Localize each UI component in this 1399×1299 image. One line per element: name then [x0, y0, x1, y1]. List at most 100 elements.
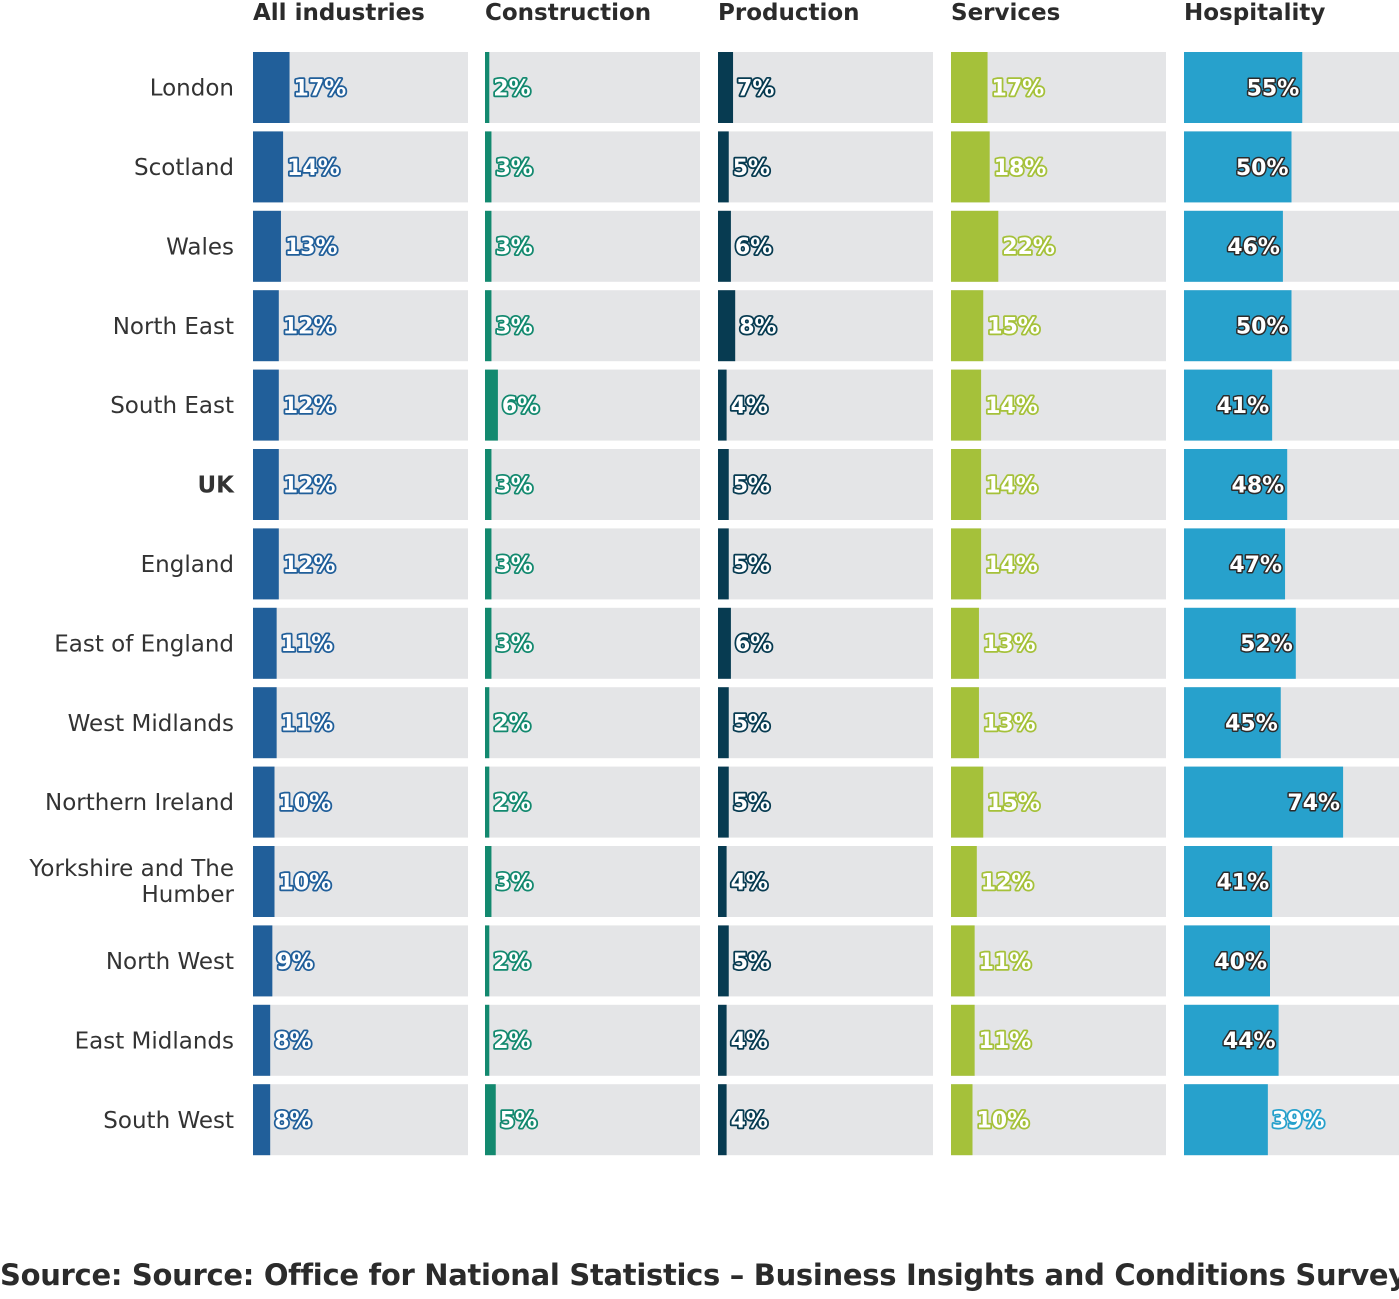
category-label-scotland: Scotland: [134, 155, 234, 181]
data-label-all-industries-north-west: 9%: [276, 950, 313, 975]
data-label-construction-east-of-england: 3%: [495, 632, 532, 657]
bar-track-services-south-west: [951, 1084, 1166, 1156]
bar-construction-south-west: [485, 1084, 496, 1156]
bar-construction-north-east: [485, 290, 492, 362]
category-label-london: London: [150, 76, 234, 102]
bar-hospitality-north-east: [1184, 290, 1292, 362]
bar-track-production-south-east: [718, 369, 933, 441]
bar-all-industries-scotland: [253, 131, 284, 203]
bar-track-all-industries-uk: [253, 449, 468, 520]
data-label-services-east-midlands: 11%: [979, 1029, 1032, 1054]
bar-services-uk: [951, 449, 982, 520]
data-label-production-london: 7%: [737, 76, 774, 101]
bar-services-south-east: [951, 369, 982, 441]
bar-services-west-midlands: [951, 687, 979, 759]
bar-production-wales: [718, 210, 731, 282]
bar-services-scotland: [951, 131, 990, 203]
bar-track-services-north-east: [951, 290, 1166, 362]
bar-production-scotland: [718, 131, 729, 203]
data-label-production-yorkshire-and-the-humber: 4%: [731, 870, 768, 895]
data-label-services-scotland: 18%: [994, 156, 1047, 181]
data-label-production-north-west: 5%: [733, 950, 770, 975]
bar-all-industries-north-east: [253, 290, 279, 362]
bar-track-all-industries-north-east: [253, 290, 468, 362]
data-label-construction-yorkshire-and-the-humber: 3%: [495, 870, 532, 895]
bar-services-south-west: [951, 1084, 973, 1156]
bar-construction-south-east: [485, 369, 498, 441]
data-label-hospitality-south-east: 41%: [1216, 394, 1269, 419]
data-label-services-northern-ireland: 15%: [987, 791, 1040, 816]
data-label-all-industries-yorkshire-and-the-humber: 10%: [279, 870, 332, 895]
data-label-hospitality-wales: 46%: [1227, 235, 1280, 260]
bar-track-services-england: [951, 528, 1166, 600]
bar-track-construction-west-midlands: [485, 687, 700, 759]
data-label-construction-london: 2%: [493, 76, 530, 101]
data-label-services-london: 17%: [992, 76, 1045, 101]
data-label-services-wales: 22%: [1002, 235, 1055, 260]
data-label-production-west-midlands: 5%: [733, 712, 770, 737]
bar-track-production-wales: [718, 210, 933, 282]
data-label-construction-south-east: 6%: [502, 394, 539, 419]
data-label-production-scotland: 5%: [733, 156, 770, 181]
bar-track-construction-east-of-england: [485, 607, 700, 679]
data-label-all-industries-london: 17%: [294, 76, 347, 101]
bar-hospitality-northern-ireland: [1184, 766, 1344, 838]
bar-construction-london: [485, 52, 490, 123]
bar-track-construction-east-midlands: [485, 1004, 700, 1076]
bar-track-construction-scotland: [485, 131, 700, 203]
bar-all-industries-london: [253, 52, 290, 123]
category-label-north-east: North East: [113, 314, 234, 340]
data-label-all-industries-north-east: 12%: [283, 315, 336, 340]
bar-track-construction-wales: [485, 210, 700, 282]
bar-track-production-east-midlands: [718, 1004, 933, 1076]
bar-track-production-yorkshire-and-the-humber: [718, 846, 933, 917]
panel-header-hospitality: Hospitality: [1184, 0, 1325, 26]
data-label-hospitality-england: 47%: [1229, 553, 1282, 578]
category-label-england: England: [141, 552, 234, 578]
bar-services-london: [951, 52, 988, 123]
bar-track-services-west-midlands: [951, 687, 1166, 759]
bar-production-london: [718, 52, 734, 123]
bar-track-all-industries-northern-ireland: [253, 766, 468, 838]
panel-header-production: Production: [718, 0, 860, 26]
bar-services-east-of-england: [951, 607, 979, 679]
bar-services-northern-ireland: [951, 766, 984, 838]
category-label-west-midlands: West Midlands: [68, 711, 234, 737]
bar-services-england: [951, 528, 982, 600]
bar-track-construction-north-west: [485, 925, 700, 997]
bar-track-construction-south-west: [485, 1084, 700, 1156]
bar-track-construction-yorkshire-and-the-humber: [485, 846, 700, 917]
bar-track-production-north-west: [718, 925, 933, 997]
category-label-north-west: North West: [106, 949, 234, 975]
data-label-all-industries-east-midlands: 8%: [274, 1029, 311, 1054]
bar-all-industries-south-west: [253, 1084, 271, 1156]
bar-hospitality-london: [1184, 52, 1303, 123]
bar-services-north-east: [951, 290, 984, 362]
source-note: Source: Source: Office for National Stat…: [0, 1258, 1399, 1292]
bar-production-west-midlands: [718, 687, 729, 759]
bar-production-south-west: [718, 1084, 727, 1156]
data-label-all-industries-northern-ireland: 10%: [279, 791, 332, 816]
bar-hospitality-east-midlands: [1184, 1004, 1279, 1076]
bar-production-uk: [718, 449, 729, 520]
data-label-all-industries-west-midlands: 11%: [281, 712, 334, 737]
bar-track-all-industries-north-west: [253, 925, 468, 997]
data-label-all-industries-south-west: 8%: [274, 1109, 311, 1134]
bar-services-wales: [951, 210, 999, 282]
bar-hospitality-scotland: [1184, 131, 1292, 203]
bar-hospitality-uk: [1184, 449, 1288, 520]
data-label-hospitality-north-east: 50%: [1236, 315, 1289, 340]
data-label-services-north-west: 11%: [979, 950, 1032, 975]
data-label-hospitality-northern-ireland: 74%: [1287, 791, 1340, 816]
bar-track-construction-south-east: [485, 369, 700, 441]
data-label-production-uk: 5%: [733, 473, 770, 498]
data-label-hospitality-north-west: 40%: [1214, 950, 1267, 975]
bar-track-all-industries-wales: [253, 210, 468, 282]
bar-track-services-yorkshire-and-the-humber: [951, 846, 1166, 917]
bar-track-production-uk: [718, 449, 933, 520]
small-multiples-bar-chart: All industries Construction Production Serv…: [28, 0, 1399, 1156]
bar-all-industries-north-west: [253, 925, 273, 997]
data-label-all-industries-england: 12%: [283, 553, 336, 578]
bar-track-all-industries-yorkshire-and-the-humber: [253, 846, 468, 917]
category-label-south-east: South East: [110, 393, 234, 419]
